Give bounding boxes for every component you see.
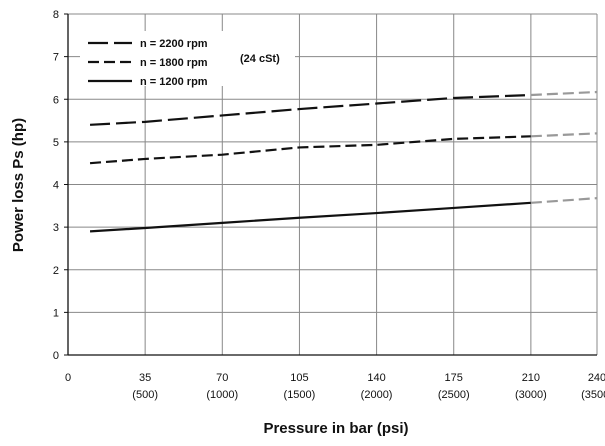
series-line-3 xyxy=(89,201,531,233)
series-extrapolation-2 xyxy=(530,132,598,138)
legend: n = 2200 rpm n = 1800 rpm n = 1200 rpm (24… xyxy=(80,31,295,88)
legend-label-3: n = 1200 rpm xyxy=(140,76,208,88)
x-tick-label: 140 xyxy=(367,372,385,384)
grid-lines xyxy=(68,13,598,355)
x-tick-label: 105 xyxy=(290,372,308,384)
x-tick-label: 175 xyxy=(445,372,463,384)
series-line-2 xyxy=(89,135,531,165)
x-tick-label: 0 xyxy=(65,372,71,384)
series-lines xyxy=(89,90,598,233)
legend-label-1: n = 2200 rpm xyxy=(140,38,208,50)
y-tick-label: 4 xyxy=(53,180,59,192)
x-tick-label: 70 xyxy=(216,372,228,384)
x-tick-sublabel: (2500) xyxy=(438,389,470,401)
x-tick-sublabel: (500) xyxy=(132,389,158,401)
x-tick-sublabel: (3000) xyxy=(515,389,547,401)
y-tick-label: 5 xyxy=(53,137,59,149)
x-tick-label: 240 xyxy=(588,372,605,384)
x-tick-label: 210 xyxy=(522,372,540,384)
y-tick-label: 2 xyxy=(53,265,59,277)
series-extrapolation-3 xyxy=(530,197,598,204)
series-line-1 xyxy=(89,93,531,126)
legend-label-2: n = 1800 rpm xyxy=(140,57,208,69)
y-tick-label: 6 xyxy=(53,94,59,106)
y-tick-label: 0 xyxy=(53,350,59,362)
y-axis-title: Power loss Ps (hp) xyxy=(10,118,27,252)
legend-items: n = 2200 rpm n = 1800 rpm n = 1200 rpm xyxy=(88,38,208,88)
x-axis-title: Pressure in bar (psi) xyxy=(263,420,408,437)
y-tick-label: 3 xyxy=(53,222,59,234)
y-tick-label: 8 xyxy=(53,9,59,21)
x-tick-sublabel: (1500) xyxy=(284,389,316,401)
x-tick-sublabel: (2000) xyxy=(361,389,393,401)
axes: 0 35(500)70(1000)105(1500)140(2000)175(25… xyxy=(53,9,605,401)
y-tick-label: 7 xyxy=(53,52,59,64)
y-tick-label: 1 xyxy=(53,307,59,319)
x-tick-sublabel: (1000) xyxy=(206,389,238,401)
x-tick-label: 35 xyxy=(139,372,151,384)
series-extrapolation-1 xyxy=(530,90,598,97)
legend-note: (24 cSt) xyxy=(240,53,280,65)
legend-background xyxy=(80,31,295,86)
